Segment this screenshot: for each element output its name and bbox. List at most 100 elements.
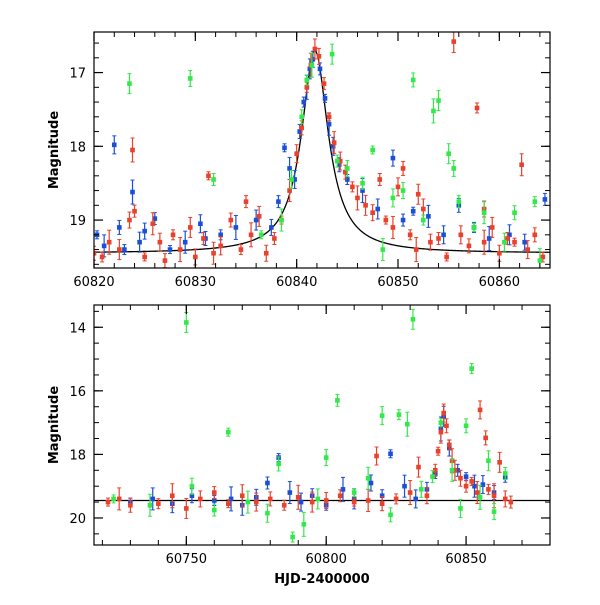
data-point: [469, 476, 474, 486]
data-point: [474, 481, 480, 505]
data-point: [225, 427, 231, 437]
series-blue: [94, 50, 548, 258]
data-point: [258, 230, 264, 240]
y-tick-label: 20: [69, 512, 86, 527]
data-point: [301, 511, 307, 537]
data-point: [187, 216, 193, 238]
data-point: [157, 232, 163, 252]
x-tick-label: 60820: [73, 275, 114, 290]
plot-frame: [93, 31, 551, 269]
data-point: [256, 205, 262, 227]
data-point: [405, 411, 410, 437]
data-point: [469, 363, 474, 375]
data-point: [379, 406, 385, 426]
data-point: [132, 204, 137, 218]
data-point: [253, 492, 259, 512]
data-point: [370, 204, 375, 222]
data-point: [452, 459, 458, 481]
data-point: [206, 171, 211, 181]
data-point: [233, 214, 239, 240]
series-green: [111, 308, 508, 543]
data-point: [481, 229, 487, 255]
data-point: [189, 477, 195, 495]
data-point: [525, 240, 531, 260]
data-point: [211, 173, 216, 186]
data-point: [211, 503, 217, 517]
data-point: [272, 232, 277, 245]
data-point: [390, 149, 396, 167]
data-point: [537, 248, 543, 268]
data-point: [170, 483, 175, 509]
data-point: [505, 232, 510, 245]
data-point: [474, 102, 480, 114]
data-point: [377, 173, 383, 186]
data-point: [413, 489, 419, 509]
data-point: [294, 144, 299, 164]
data-point: [502, 232, 507, 252]
data-point: [451, 32, 457, 54]
data-point: [128, 497, 133, 513]
data-point: [198, 214, 203, 234]
y-tick-label: 19: [69, 214, 86, 229]
data-point: [99, 251, 105, 263]
data-point: [477, 400, 483, 420]
data-point: [393, 493, 399, 505]
data-point: [489, 216, 495, 238]
data-point: [512, 205, 517, 221]
data-point: [142, 252, 147, 262]
data-point: [276, 456, 281, 472]
data-point: [497, 244, 502, 262]
data-point: [156, 498, 161, 510]
y-tick-label: 17: [69, 67, 86, 82]
x-tick-label: 60750: [166, 552, 207, 567]
data-point: [444, 252, 449, 262]
data-point: [340, 476, 346, 502]
x-tick-label: 60850: [445, 552, 486, 567]
data-point: [289, 170, 294, 189]
data-point: [265, 476, 270, 490]
data-point: [363, 194, 368, 216]
data-point: [512, 237, 517, 247]
data-point: [111, 494, 116, 504]
data-point: [375, 198, 381, 220]
data-point: [400, 213, 406, 227]
data-point: [446, 439, 452, 451]
data-point: [435, 446, 441, 456]
data-point: [458, 469, 463, 487]
data-point: [458, 225, 464, 245]
data-point: [463, 418, 469, 434]
data-point: [337, 151, 343, 171]
data-point: [267, 491, 273, 507]
data-point: [365, 488, 371, 512]
data-point: [150, 487, 156, 511]
data-point: [312, 38, 318, 60]
data-point: [402, 474, 407, 498]
data-point: [388, 449, 393, 459]
data-point: [390, 188, 396, 208]
data-point: [416, 456, 421, 478]
data-point: [466, 238, 472, 254]
data-point: [279, 208, 284, 232]
data-point: [400, 160, 406, 176]
x-tick-label: 60840: [276, 275, 317, 290]
data-point: [263, 244, 269, 262]
panel-2: 60750 60800 60850 14 16 18 20 Magnitude HJD-2400…: [47, 304, 551, 587]
data-point: [407, 229, 413, 241]
data-point: [388, 507, 393, 523]
data-point: [368, 474, 374, 492]
data-point: [491, 503, 497, 521]
data-point: [410, 308, 416, 330]
data-point: [184, 311, 189, 333]
data-point: [395, 177, 401, 197]
data-point: [116, 487, 122, 511]
data-point: [201, 232, 206, 245]
data-point: [228, 212, 234, 228]
data-point: [486, 450, 491, 472]
data-point: [380, 238, 386, 262]
y-tick-label: 18: [69, 448, 86, 463]
data-point: [147, 493, 153, 517]
y-tick-label: 16: [69, 385, 86, 400]
plot-frame: [93, 304, 551, 546]
